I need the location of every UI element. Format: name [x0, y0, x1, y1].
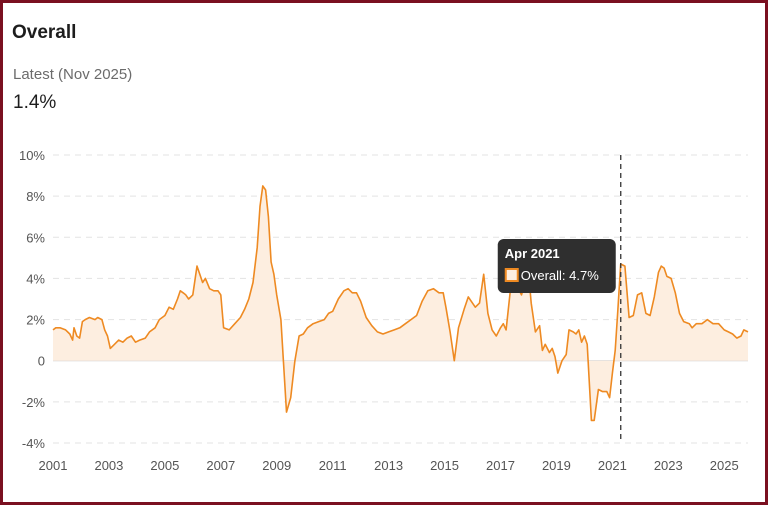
y-tick-label: 8% — [26, 189, 45, 204]
x-tick-label: 2013 — [374, 458, 403, 473]
y-tick-label: 0 — [38, 354, 45, 369]
y-tick-label: 10% — [19, 148, 45, 163]
chart-title: Overall — [12, 22, 77, 43]
x-tick-label: 2005 — [150, 458, 179, 473]
tooltip: Apr 2021 Overall: 4.7% — [497, 239, 616, 293]
x-tick-label: 2019 — [542, 458, 571, 473]
latest-label: Latest (Nov 2025) — [13, 66, 133, 83]
x-tick-label: 2021 — [598, 458, 627, 473]
y-tick-label: -2% — [22, 395, 46, 410]
tooltip-title: Apr 2021 — [505, 246, 560, 261]
y-axis-ticks: 10% 8% 6% 4% 2% 0 -2% -4% — [19, 148, 45, 451]
y-tick-label: 4% — [26, 271, 45, 286]
x-tick-label: 2025 — [710, 458, 739, 473]
series-area-overall — [53, 185, 748, 421]
tooltip-value: Overall: 4.7% — [521, 268, 599, 283]
x-tick-label: 2009 — [262, 458, 291, 473]
y-tick-label: -4% — [22, 436, 46, 451]
y-tick-label: 6% — [26, 230, 45, 245]
y-tick-label: 2% — [26, 313, 45, 328]
x-tick-label: 2003 — [94, 458, 123, 473]
series-line-overall[interactable] — [52, 185, 749, 422]
tooltip-background — [497, 239, 616, 293]
x-axis-ticks: 2001 2003 2005 2007 2009 2011 2013 2015 2017 2019… — [39, 458, 739, 473]
x-tick-label: 2007 — [206, 458, 235, 473]
latest-value: 1.4% — [13, 92, 57, 113]
x-tick-label: 2001 — [39, 458, 68, 473]
tooltip-swatch — [504, 268, 519, 282]
x-tick-label: 2023 — [654, 458, 683, 473]
x-tick-label: 2017 — [486, 458, 515, 473]
x-tick-label: 2011 — [319, 458, 347, 473]
x-tick-label: 2015 — [430, 458, 459, 473]
